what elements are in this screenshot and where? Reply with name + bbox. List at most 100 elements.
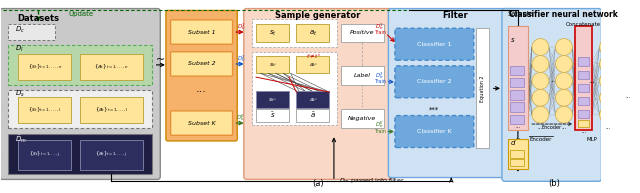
Text: Classifier neural network: Classifier neural network [509,10,618,19]
Text: Concatenate: Concatenate [566,22,601,27]
Text: $s_{t'}$: $s_{t'}$ [269,61,277,69]
FancyBboxPatch shape [0,8,160,179]
Bar [575,26,592,130]
Bar [296,109,329,122]
Bar [17,97,71,123]
Bar [510,159,524,166]
Text: Classifier 1: Classifier 1 [417,42,452,47]
Text: Update: Update [68,11,93,17]
Text: $s_{t''}$: $s_{t''}$ [268,96,277,104]
Text: Train: Train [374,30,386,36]
FancyBboxPatch shape [388,8,521,178]
Text: Train: Train [374,129,386,134]
Bar [256,109,289,122]
Text: Negative: Negative [348,116,376,121]
Bar [8,134,152,174]
Text: Subset 2: Subset 2 [188,61,216,66]
Text: ...: ... [196,84,207,94]
Bar [476,28,489,148]
Text: Train: Train [374,79,386,84]
Bar [8,24,55,41]
Text: Subset K: Subset K [188,121,216,126]
Bar [341,109,383,128]
Bar [256,91,289,108]
Circle shape [556,106,572,123]
Text: ...: ... [589,78,595,84]
Text: $D_k^{2}$: $D_k^{2}$ [237,53,245,64]
Circle shape [600,56,616,72]
Text: ...: ... [605,125,611,130]
Text: $D_k^{K}$: $D_k^{K}$ [236,112,246,123]
Circle shape [556,72,572,89]
Text: $a_{t''}$: $a_{t''}$ [308,61,318,69]
Bar [17,140,71,170]
Bar [510,90,524,100]
Text: $\{s_t\}_{t=1,...,j}$: $\{s_t\}_{t=1,...,j}$ [29,150,61,160]
Text: (a): (a) [312,179,324,188]
FancyBboxPatch shape [171,52,232,76]
Text: ...: ... [550,78,556,83]
FancyBboxPatch shape [166,10,237,141]
Bar [296,91,329,108]
Bar [578,57,589,66]
Text: $a_{t''}$: $a_{t''}$ [308,96,318,104]
Text: Datasets: Datasets [17,14,60,23]
Bar [508,26,528,130]
Text: ...: ... [581,129,586,134]
Text: $t'\!\neq\!t''$: $t'\!\neq\!t''$ [305,52,321,61]
Text: $D_s$: $D_s$ [15,89,24,99]
Circle shape [600,72,616,89]
Bar [252,52,337,125]
Text: $\bar{a}$: $\bar{a}$ [310,111,316,120]
Text: Classifier 2: Classifier 2 [417,79,452,84]
Text: ~: ~ [156,55,165,65]
Bar [79,97,143,123]
Text: Subset 1: Subset 1 [188,30,216,35]
Text: $\{a_t\}_{t=1,...,l}$: $\{a_t\}_{t=1,...,l}$ [95,106,128,114]
Bar [510,102,524,112]
Bar [578,120,589,127]
FancyBboxPatch shape [244,8,392,179]
Bar [17,54,71,80]
Text: $\{s_t\}_{t=1,...,n}$: $\{s_t\}_{t=1,...,n}$ [28,63,62,71]
Text: ...: ... [515,124,520,129]
Text: Filter: Filter [442,11,468,20]
Circle shape [556,89,572,106]
Text: Encoder: Encoder [529,137,552,142]
Text: ...: ... [538,125,543,130]
Text: $s$: $s$ [510,36,516,45]
Circle shape [618,71,637,90]
Text: $\bar{s}$: $\bar{s}$ [270,111,276,120]
Bar [510,78,524,87]
Bar [510,115,524,124]
Circle shape [600,39,616,56]
Bar [578,84,589,92]
Text: $D_{tr}^{1}$: $D_{tr}^{1}$ [375,21,385,32]
Text: Sample: Sample [508,11,534,17]
Text: $D_{tr}^{2}$: $D_{tr}^{2}$ [375,70,385,81]
Circle shape [556,39,572,56]
Text: Positive: Positive [350,30,374,36]
Text: Label: Label [353,73,371,78]
Bar [252,19,337,47]
FancyBboxPatch shape [395,66,474,98]
Bar [341,24,383,42]
Circle shape [532,72,549,89]
Circle shape [532,56,549,72]
Bar [296,24,329,42]
Bar [510,66,524,75]
Bar [256,24,289,42]
Text: $D_l$: $D_l$ [15,44,24,54]
Circle shape [532,106,549,123]
FancyBboxPatch shape [171,20,232,44]
Bar [79,54,143,80]
Bar [79,140,143,170]
Text: Classifier K: Classifier K [417,129,452,134]
Bar [508,139,528,169]
Text: $d$: $d$ [510,138,517,147]
Text: (b): (b) [548,179,561,188]
Text: $D_c$: $D_c$ [15,25,25,35]
Circle shape [532,39,549,56]
Text: $\{a_t\}_{t=1,...,j}$: $\{a_t\}_{t=1,...,j}$ [95,150,127,160]
Text: Encoder: Encoder [541,125,562,130]
